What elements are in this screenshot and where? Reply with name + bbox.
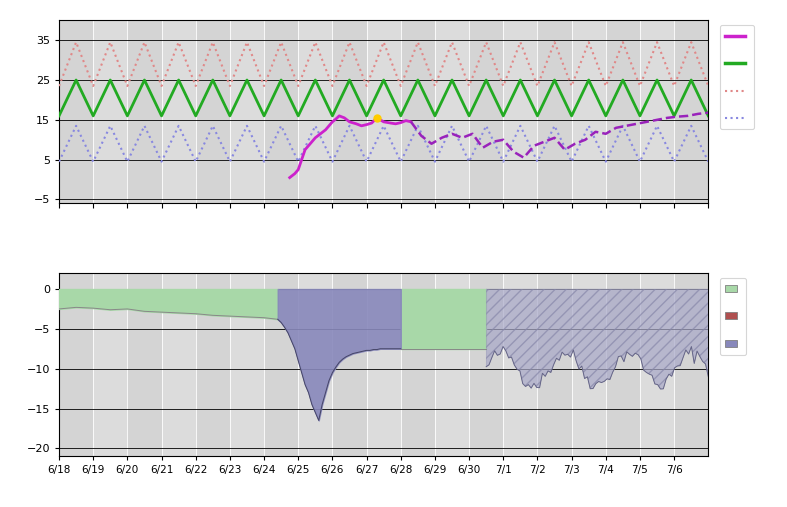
Bar <box>367 273 401 456</box>
Bar <box>196 20 230 203</box>
Bar <box>298 273 332 456</box>
Bar <box>674 20 708 203</box>
Bar <box>571 20 606 203</box>
Bar <box>401 273 435 456</box>
Bar <box>606 20 640 203</box>
Bar <box>469 273 503 456</box>
Bar <box>367 20 401 203</box>
Bar <box>606 273 640 456</box>
Bar <box>59 20 93 203</box>
Bar <box>298 20 332 203</box>
Bar <box>264 273 298 456</box>
Legend: , , : , , <box>719 278 746 354</box>
Bar <box>640 273 674 456</box>
Bar <box>161 273 196 456</box>
Bar <box>93 273 127 456</box>
Bar <box>538 273 571 456</box>
Bar <box>332 273 367 456</box>
Bar <box>161 20 196 203</box>
Bar <box>93 20 127 203</box>
Bar <box>469 20 503 203</box>
Bar <box>127 20 161 203</box>
Bar <box>127 273 161 456</box>
Bar <box>640 20 674 203</box>
Bar <box>503 273 538 456</box>
Bar <box>59 273 93 456</box>
Bar <box>264 20 298 203</box>
Bar <box>196 273 230 456</box>
Bar <box>674 273 708 456</box>
Bar <box>230 273 264 456</box>
Bar <box>230 20 264 203</box>
Legend: , , , : , , , <box>719 25 754 129</box>
Bar <box>435 273 469 456</box>
Bar <box>401 20 435 203</box>
Bar <box>538 20 571 203</box>
Bar <box>435 20 469 203</box>
Bar <box>571 273 606 456</box>
Bar <box>503 20 538 203</box>
Bar <box>332 20 367 203</box>
